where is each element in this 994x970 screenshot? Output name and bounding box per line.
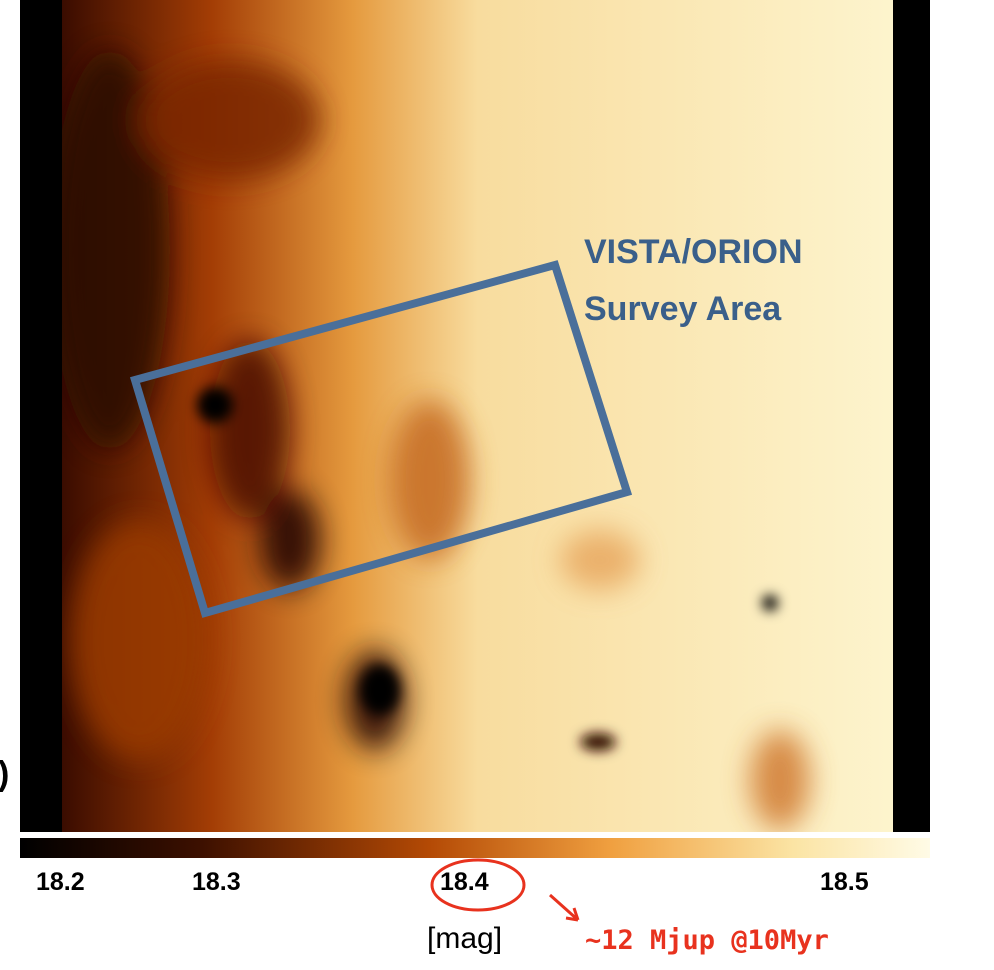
- figure: [0, 0, 994, 970]
- colorbar-tick: 18.5: [820, 868, 869, 897]
- frame-left: [20, 0, 62, 832]
- colorbar: [20, 838, 930, 858]
- separator: [20, 832, 930, 837]
- frame-right: [893, 0, 930, 832]
- colorbar-tick: 18.3: [192, 868, 241, 897]
- page: ) VISTA/ORION Survey Area 18.2 18.3 18.4…: [0, 0, 994, 970]
- edge-text: ): [0, 755, 9, 794]
- arrow: [550, 895, 578, 920]
- nebula-map: [50, 0, 893, 832]
- survey-label: VISTA/ORION: [584, 233, 803, 272]
- colorbar-tick: 18.4: [440, 868, 489, 897]
- survey-label: Survey Area: [584, 290, 781, 329]
- annotation: ~12 Mjup @10Myr: [585, 925, 829, 956]
- colorbar-unit: [mag]: [427, 922, 502, 956]
- colorbar-tick: 18.2: [36, 868, 85, 897]
